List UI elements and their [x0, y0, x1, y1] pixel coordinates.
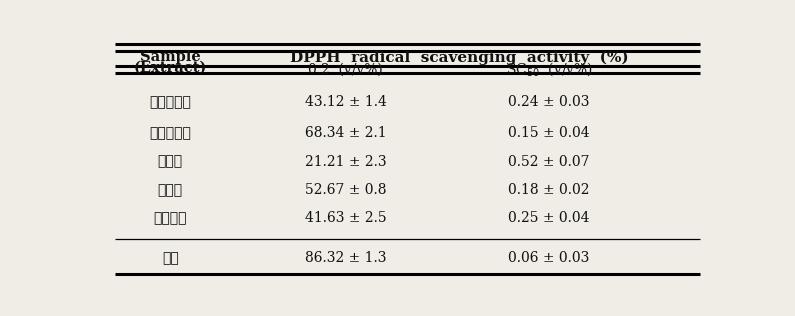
Text: Sample: Sample [140, 50, 200, 64]
Text: DPPH  radical  scavenging  activity  (%): DPPH radical scavenging activity (%) [290, 50, 629, 64]
Text: 0.52 ± 0.07: 0.52 ± 0.07 [508, 155, 590, 168]
Text: 0.06 ± 0.03: 0.06 ± 0.03 [509, 251, 590, 265]
Text: SC$_{50}$  (v/v%): SC$_{50}$ (v/v%) [506, 61, 592, 78]
Text: (Extract): (Extract) [134, 61, 207, 75]
Text: 52.67 ± 0.8: 52.67 ± 0.8 [305, 183, 386, 197]
Text: 금선련: 금선련 [157, 183, 183, 197]
Text: 0.25 ± 0.04: 0.25 ± 0.04 [508, 211, 590, 225]
Text: 신선초: 신선초 [157, 155, 183, 168]
Text: 0.24 ± 0.03: 0.24 ± 0.03 [508, 95, 590, 109]
Text: 0.15 ± 0.04: 0.15 ± 0.04 [508, 126, 590, 140]
Text: 0.18 ± 0.02: 0.18 ± 0.02 [508, 183, 590, 197]
Text: 68.34 ± 2.1: 68.34 ± 2.1 [305, 126, 386, 140]
Text: 에키네시아: 에키네시아 [149, 126, 191, 140]
Text: 43.12 ± 1.4: 43.12 ± 1.4 [305, 95, 386, 109]
Text: 색시프라가: 색시프라가 [149, 95, 191, 109]
Text: 나도수영: 나도수영 [153, 211, 187, 225]
Text: 41.63 ± 2.5: 41.63 ± 2.5 [305, 211, 386, 225]
Text: 0.2  (v/v%): 0.2 (v/v%) [308, 63, 383, 76]
Text: 86.32 ± 1.3: 86.32 ± 1.3 [305, 251, 386, 265]
Text: 녹차: 녹차 [162, 251, 179, 265]
Text: 21.21 ± 2.3: 21.21 ± 2.3 [305, 155, 386, 168]
